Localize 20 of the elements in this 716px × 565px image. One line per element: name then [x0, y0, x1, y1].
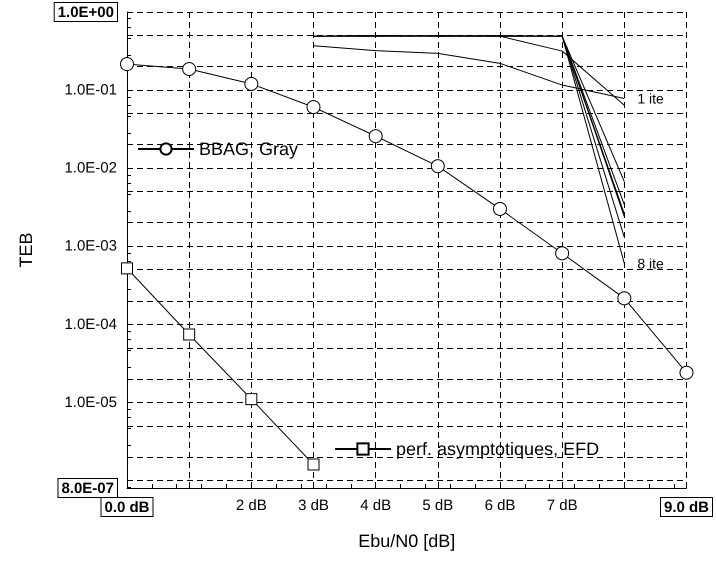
y-tick-label: 1.0E-04	[64, 316, 117, 333]
x-tick-label: 0.0 dB	[104, 499, 150, 516]
x-tick-label: 2 dB	[236, 497, 267, 514]
y-tick-label: 8.0E-07	[61, 480, 114, 497]
x-tick-label: 4 dB	[360, 497, 392, 514]
x-tick-label: 6 dB	[484, 497, 516, 514]
y-tick-label: 1.0E-02	[64, 160, 117, 177]
annotation: 1 ite	[637, 90, 664, 106]
y-tick-label: 1.0E-05	[64, 394, 117, 411]
legend-label: perf. asymptotiques, EFD	[396, 439, 600, 459]
y-tick-label: 1.0E+00	[58, 4, 114, 21]
x-tick-label: 5 dB	[422, 497, 454, 514]
y-tick-label: 1.0E-03	[64, 238, 117, 255]
x-tick-label: 9.0 dB	[664, 499, 710, 516]
x-tick-label: 7 dB	[546, 497, 578, 514]
x-tick-label: 3 dB	[298, 497, 329, 514]
y-axis-title: TEB	[16, 232, 36, 268]
y-tick-label: 1.0E-01	[64, 82, 117, 99]
x-axis-title: Ebu/N0 [dB]	[358, 531, 456, 551]
annotation: 8 ite	[637, 256, 664, 272]
